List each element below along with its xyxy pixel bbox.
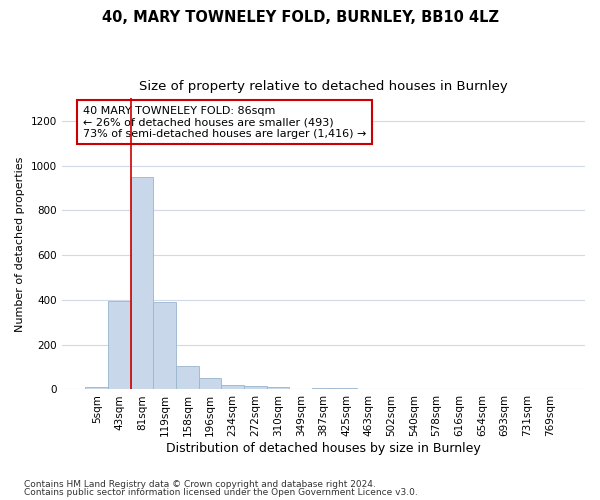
Bar xyxy=(131,176,154,390)
Text: 40 MARY TOWNELEY FOLD: 86sqm
← 26% of detached houses are smaller (493)
73% of s: 40 MARY TOWNELEY FOLD: 86sqm ← 26% of de… xyxy=(83,106,366,139)
Bar xyxy=(108,302,131,390)
Bar xyxy=(154,302,176,390)
Text: 40, MARY TOWNELEY FOLD, BURNLEY, BB10 4LZ: 40, MARY TOWNELEY FOLD, BURNLEY, BB10 4L… xyxy=(101,10,499,25)
Title: Size of property relative to detached houses in Burnley: Size of property relative to detached ho… xyxy=(139,80,508,93)
Bar xyxy=(335,388,358,390)
Text: Contains HM Land Registry data © Crown copyright and database right 2024.: Contains HM Land Registry data © Crown c… xyxy=(24,480,376,489)
Y-axis label: Number of detached properties: Number of detached properties xyxy=(15,156,25,332)
Bar xyxy=(244,386,266,390)
Bar xyxy=(312,388,335,390)
Bar xyxy=(266,387,289,390)
Bar xyxy=(85,387,108,390)
Bar xyxy=(221,384,244,390)
Bar xyxy=(199,378,221,390)
Bar xyxy=(176,366,199,390)
X-axis label: Distribution of detached houses by size in Burnley: Distribution of detached houses by size … xyxy=(166,442,481,455)
Text: Contains public sector information licensed under the Open Government Licence v3: Contains public sector information licen… xyxy=(24,488,418,497)
